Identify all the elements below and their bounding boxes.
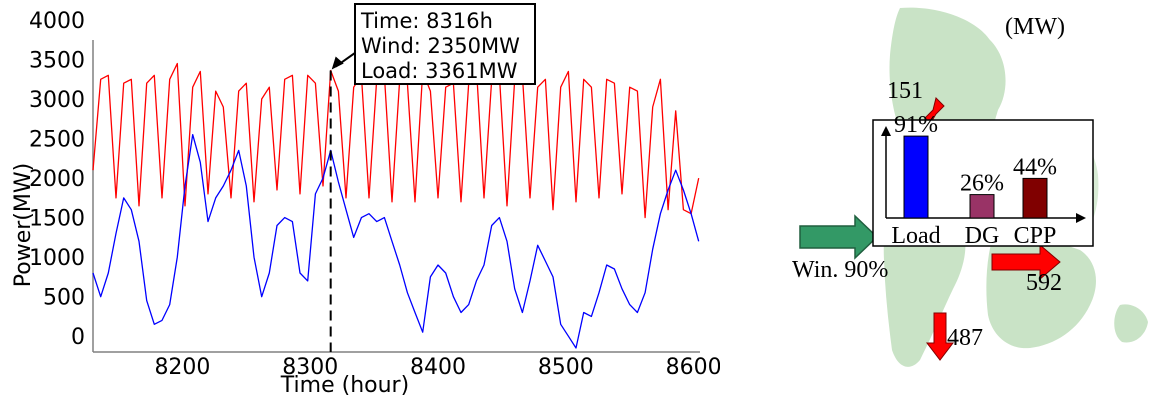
flow-arrow-east bbox=[991, 243, 1061, 281]
inset-bar-load bbox=[903, 135, 929, 219]
flow-label-south: 487 bbox=[947, 325, 983, 351]
inset-y-arrowhead bbox=[881, 126, 891, 136]
inset-value-label: 44% bbox=[1013, 154, 1057, 180]
inset-value-label: 26% bbox=[960, 171, 1004, 197]
annotation-box bbox=[354, 3, 536, 85]
series-line-1 bbox=[92, 133, 700, 349]
y-tick-label: 3000 bbox=[29, 88, 85, 113]
series-line-0 bbox=[92, 62, 700, 219]
y-tick-label: 1000 bbox=[29, 246, 85, 271]
inset-bars: 91% Load 26% DG 44% CPP bbox=[891, 112, 1057, 249]
x-tick-label: 8600 bbox=[666, 355, 720, 380]
y-tick-label: 500 bbox=[43, 286, 85, 311]
map-land-main bbox=[883, 212, 966, 367]
y-tick-label: 2500 bbox=[29, 128, 85, 153]
x-tick-label: 8300 bbox=[282, 355, 338, 380]
y-tick-label: 4000 bbox=[29, 9, 85, 34]
x-axis-label: Time (hour) bbox=[280, 373, 409, 398]
map-land-sweden-small bbox=[1114, 304, 1148, 343]
annotation-time: Time: 8316h bbox=[360, 9, 493, 33]
power-time-chart: 0 500 1000 1500 2000 2500 3000 3500 4000 8200 830… bbox=[11, 3, 720, 398]
flow-label-north: 151 bbox=[887, 78, 923, 104]
map-unit-label: (MW) bbox=[1005, 14, 1065, 40]
annotation-load: Load: 3361MW bbox=[361, 59, 518, 83]
y-tick-labels: 0 500 1000 1500 2000 2500 3000 3500 4000 bbox=[29, 9, 85, 350]
annotation-pointer-arrowhead bbox=[331, 56, 344, 70]
wind-arrow-west bbox=[799, 214, 879, 260]
annotation-wind: Wind: 2350MW bbox=[361, 34, 520, 58]
y-tick-label: 2000 bbox=[29, 167, 85, 192]
power-flow-map: (MW) 151 Win. 90% 592 487 91% Load 26% DG 44… bbox=[792, 7, 1148, 367]
inset-bar-cpp bbox=[1022, 177, 1048, 219]
inset-value-label: 91% bbox=[894, 112, 938, 138]
inset-category-label: DG bbox=[965, 223, 1000, 249]
x-tick-label: 8500 bbox=[538, 355, 594, 380]
flow-label-west: Win. 90% bbox=[792, 257, 888, 283]
flow-arrow-south bbox=[925, 312, 955, 361]
y-tick-label: 1500 bbox=[29, 207, 85, 232]
x-tick-labels: 8200 8300 8400 8500 8600 bbox=[154, 355, 720, 380]
series-lines bbox=[92, 62, 700, 349]
inset-bar-dg bbox=[969, 194, 995, 219]
x-tick-label: 8400 bbox=[410, 355, 466, 380]
x-tick-label: 8200 bbox=[154, 355, 210, 380]
inset-x-arrowhead bbox=[1076, 213, 1086, 223]
inset-category-label: CPP bbox=[1014, 223, 1057, 249]
y-axis-label: Power(MW) bbox=[11, 163, 36, 287]
inset-category-label: Load bbox=[891, 223, 940, 249]
y-tick-label: 0 bbox=[71, 325, 85, 350]
y-tick-label: 3500 bbox=[29, 49, 85, 74]
flow-label-east: 592 bbox=[1026, 270, 1062, 296]
map-land-north bbox=[889, 7, 1006, 130]
